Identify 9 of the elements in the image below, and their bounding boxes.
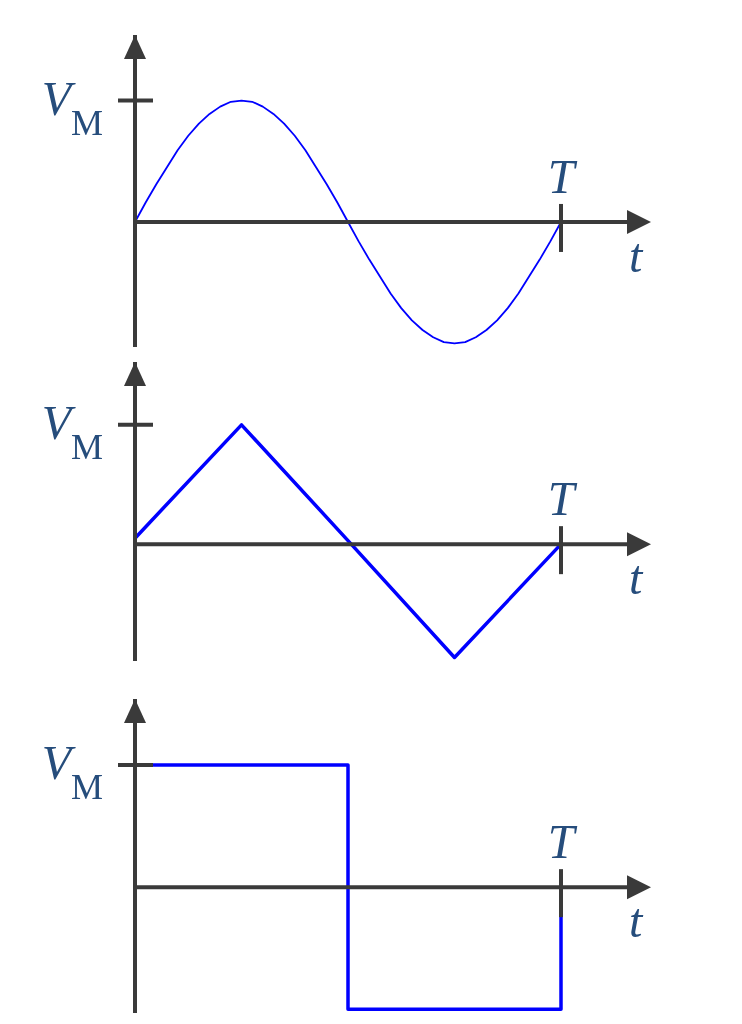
text: V$_{M}$ <box>41 395 103 467</box>
x-axis-title: t <box>629 228 644 282</box>
annotation: T <box>547 149 578 203</box>
x-axis-title: t <box>629 551 644 605</box>
text: V$_{M}$ <box>41 71 103 143</box>
x-axis-title: t <box>629 894 644 948</box>
annotation: T <box>547 815 578 869</box>
text: V$_{M}$ <box>41 735 103 807</box>
annotation: T <box>547 472 578 526</box>
